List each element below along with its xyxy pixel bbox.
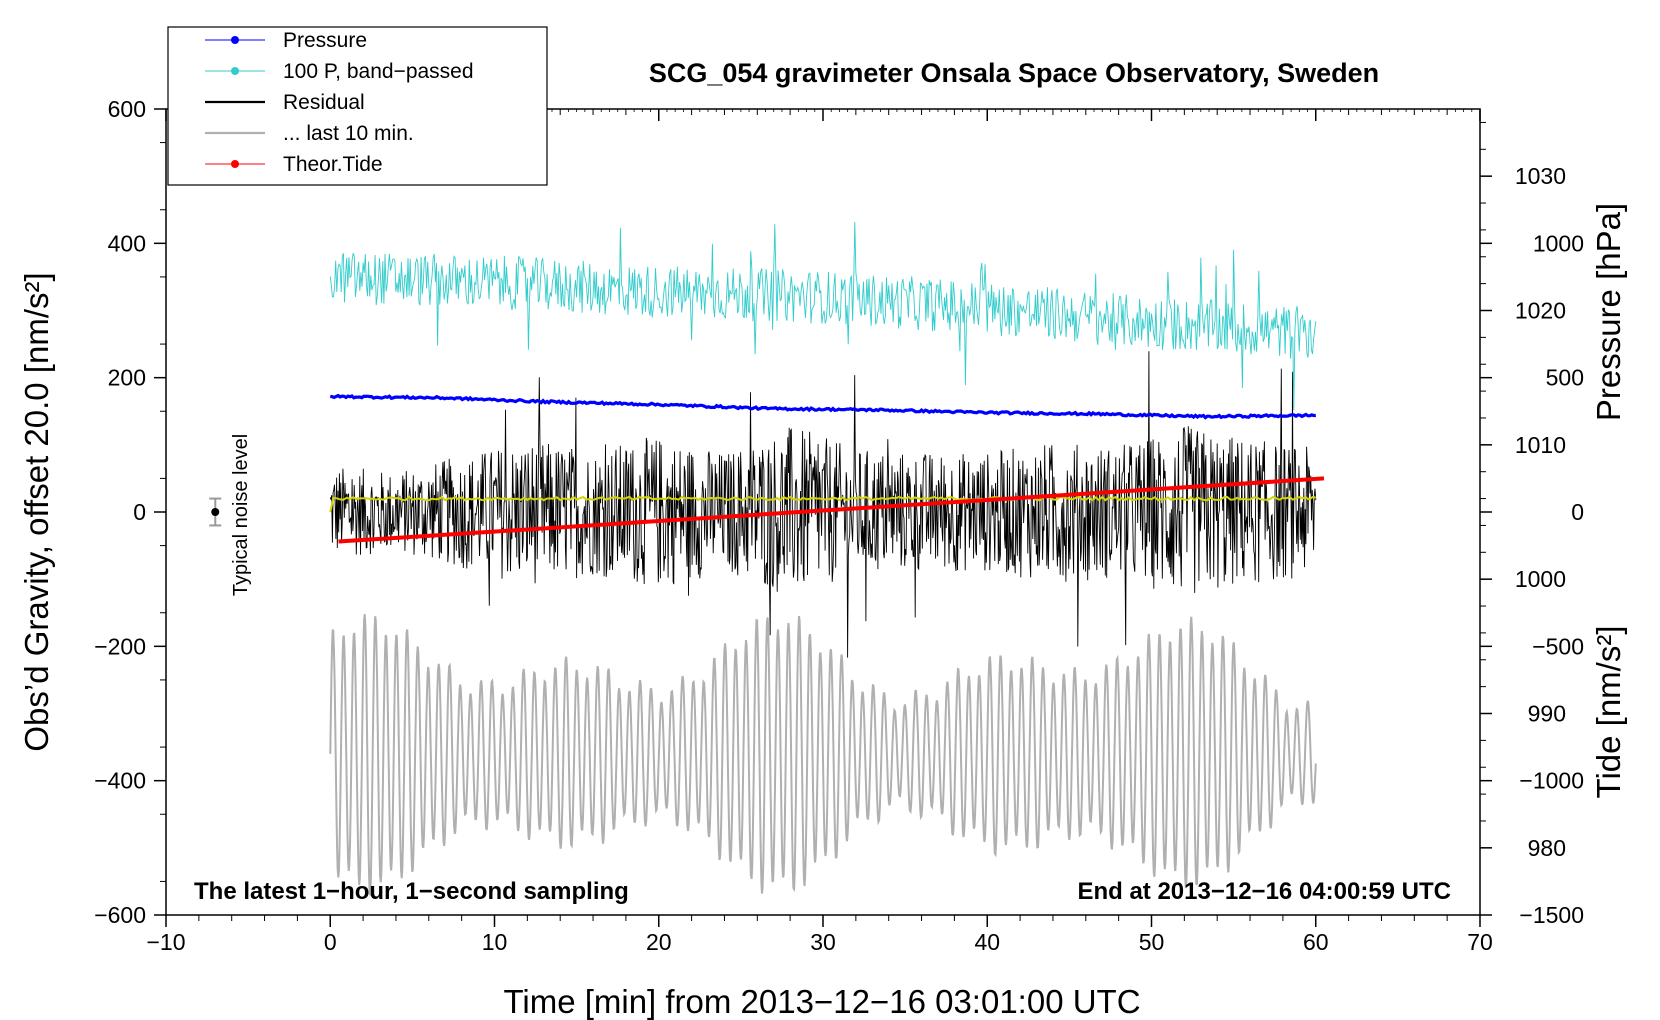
theoretical-tide-line [338, 476, 1325, 544]
residual-line [329, 351, 1317, 658]
pressure-tick-label: 1000 [1515, 566, 1566, 592]
pressure-axis-ticks: 980 990 1000 1010 1020 1030 [1480, 121, 1566, 861]
left-tick-label: −400 [94, 768, 146, 794]
left-tick-label: 400 [108, 230, 146, 256]
tide-tick-label: 0 [1571, 499, 1584, 525]
left-tick-label: 200 [108, 365, 146, 391]
x-tick-label: 30 [810, 929, 836, 955]
noise-level-marker [209, 497, 222, 527]
pressure-line [329, 393, 1317, 420]
pressure-tick-label: 1030 [1515, 163, 1566, 189]
legend-box [167, 26, 548, 186]
left-tick-label: 600 [108, 96, 146, 122]
pressure-tick-label: 1020 [1515, 298, 1566, 324]
x-tick-label: 40 [974, 929, 1000, 955]
x-tick-label: 50 [1139, 929, 1165, 955]
residual-mean-line [329, 495, 1316, 513]
legend: Pressure 100 P, band−passed Residual ... la… [167, 26, 548, 186]
bandpassed-pressure-line [329, 221, 1317, 411]
series-group [329, 221, 1325, 897]
annotation-sampling: The latest 1−hour, 1−second sampling [194, 878, 629, 905]
x-tick-label: 60 [1303, 929, 1329, 955]
x-tick-label: 20 [646, 929, 672, 955]
left-tick-label: 0 [133, 499, 146, 525]
x-tick-label: 70 [1467, 929, 1493, 955]
legend-swatch-marker [231, 36, 239, 44]
x-tick-label: −10 [146, 929, 185, 955]
noise-level-label: Typical noise level [230, 434, 252, 596]
legend-label: Residual [283, 91, 365, 114]
pressure-tick-label: 990 [1528, 701, 1566, 727]
x-tick-label: 10 [482, 929, 508, 955]
last-10-min-line [329, 614, 1317, 897]
legend-swatch-marker [231, 160, 239, 168]
pressure-axis-title: Pressure [hPa] [1590, 203, 1627, 421]
x-tick-label: 0 [324, 929, 337, 955]
tide-tick-label: −500 [1532, 633, 1584, 659]
left-tick-label: −200 [94, 633, 146, 659]
tide-tick-label: −1500 [1519, 902, 1584, 928]
left-tick-label: −600 [94, 902, 146, 928]
x-axis-ticks: −10 0 10 20 30 40 50 60 70 [146, 109, 1493, 955]
annotation-end-time: End at 2013−12−16 04:00:59 UTC [1077, 878, 1451, 905]
tide-axis-title: Tide [nm/s²] [1590, 626, 1627, 799]
legend-label: Pressure [283, 29, 367, 52]
pressure-tick-label: 980 [1528, 835, 1566, 861]
pressure-tick-label: 1010 [1515, 432, 1566, 458]
x-axis-title: Time [min] from 2013−12−16 03:01:00 UTC [503, 983, 1140, 1020]
left-axis-title: Obs’d Gravity, offset 20.0 [nm/s²] [18, 272, 55, 751]
legend-label: Theor.Tide [283, 153, 383, 176]
legend-swatch-marker [231, 67, 239, 75]
tide-tick-label: 500 [1546, 365, 1584, 391]
chart-title: SCG_054 gravimeter Onsala Space Observat… [649, 58, 1379, 88]
legend-label: 100 P, band−passed [283, 60, 474, 83]
legend-label: ... last 10 min. [283, 122, 414, 145]
noise-dot [211, 508, 220, 516]
left-axis-ticks: −600 −400 −200 0 200 400 600 [94, 96, 166, 928]
tide-tick-label: −1000 [1519, 768, 1584, 794]
tide-tick-label: 1000 [1533, 230, 1584, 256]
tide-axis-ticks: −1500 −1000 −500 0 500 1000 [1480, 230, 1584, 928]
